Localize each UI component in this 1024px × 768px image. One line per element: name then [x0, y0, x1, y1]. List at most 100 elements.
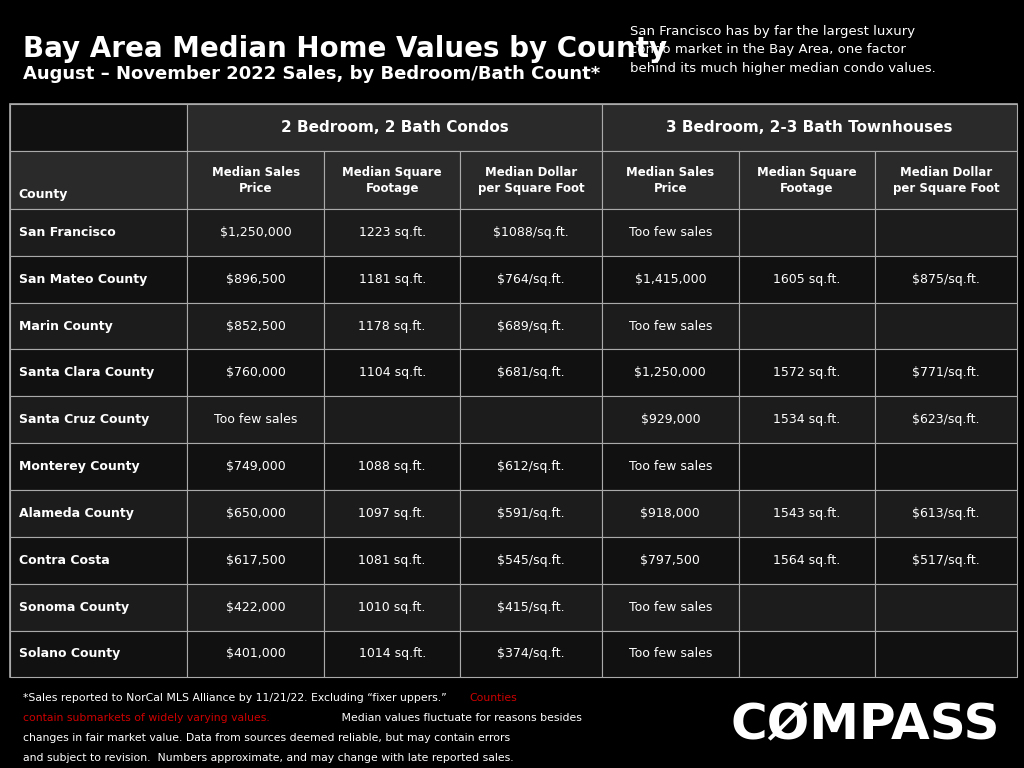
Bar: [324, 209, 461, 256]
Bar: [187, 584, 324, 631]
Bar: [602, 104, 1017, 151]
Bar: [324, 631, 461, 677]
Text: 2 Bedroom, 2 Bath Condos: 2 Bedroom, 2 Bath Condos: [281, 120, 509, 135]
Bar: [602, 349, 738, 396]
Bar: [187, 209, 324, 256]
Bar: [461, 396, 602, 443]
Bar: [10, 209, 187, 256]
Bar: [876, 537, 1017, 584]
Text: Contra Costa: Contra Costa: [19, 554, 111, 567]
Bar: [461, 349, 602, 396]
Text: 1572 sq.ft.: 1572 sq.ft.: [773, 366, 841, 379]
Text: Median Dollar
per Square Foot: Median Dollar per Square Foot: [893, 166, 999, 194]
Bar: [602, 537, 738, 584]
Bar: [602, 631, 738, 677]
Bar: [187, 443, 324, 490]
Bar: [876, 396, 1017, 443]
Text: 1010 sq.ft.: 1010 sq.ft.: [358, 601, 426, 614]
Bar: [738, 537, 876, 584]
Bar: [602, 443, 738, 490]
Text: 1543 sq.ft.: 1543 sq.ft.: [773, 507, 841, 520]
Bar: [461, 303, 602, 349]
Text: $545/sq.ft.: $545/sq.ft.: [498, 554, 565, 567]
Bar: [738, 490, 876, 537]
Text: $760,000: $760,000: [225, 366, 286, 379]
Text: Counties: Counties: [469, 693, 517, 703]
Bar: [602, 396, 738, 443]
Bar: [10, 151, 187, 209]
Bar: [187, 396, 324, 443]
Text: 1014 sq.ft.: 1014 sq.ft.: [358, 647, 426, 660]
Text: Too few sales: Too few sales: [629, 460, 712, 473]
Bar: [10, 303, 187, 349]
Bar: [602, 151, 738, 209]
Bar: [876, 631, 1017, 677]
Bar: [876, 349, 1017, 396]
Bar: [461, 584, 602, 631]
Bar: [876, 151, 1017, 209]
Text: *Sales reported to NorCal MLS Alliance by 11/21/22. Excluding “fixer uppers.”: *Sales reported to NorCal MLS Alliance b…: [23, 693, 450, 703]
Text: $1088/sq.ft.: $1088/sq.ft.: [494, 226, 569, 239]
Text: $623/sq.ft.: $623/sq.ft.: [912, 413, 980, 426]
Bar: [602, 256, 738, 303]
Text: $591/sq.ft.: $591/sq.ft.: [498, 507, 565, 520]
Bar: [10, 584, 187, 631]
Text: $771/sq.ft.: $771/sq.ft.: [912, 366, 980, 379]
Text: $401,000: $401,000: [225, 647, 286, 660]
Bar: [461, 537, 602, 584]
Text: $415/sq.ft.: $415/sq.ft.: [498, 601, 565, 614]
Text: $613/sq.ft.: $613/sq.ft.: [912, 507, 980, 520]
Bar: [187, 537, 324, 584]
Text: 1104 sq.ft.: 1104 sq.ft.: [358, 366, 426, 379]
Text: $422,000: $422,000: [225, 601, 286, 614]
Text: Alameda County: Alameda County: [19, 507, 134, 520]
Text: Sonoma County: Sonoma County: [19, 601, 130, 614]
Text: changes in fair market value. Data from sources deemed reliable, but may contain: changes in fair market value. Data from …: [23, 733, 510, 743]
Text: Too few sales: Too few sales: [214, 413, 297, 426]
Bar: [187, 256, 324, 303]
Text: $875/sq.ft.: $875/sq.ft.: [912, 273, 980, 286]
Bar: [461, 209, 602, 256]
Text: San Francisco has by far the largest luxury
condo market in the Bay Area, one fa: San Francisco has by far the largest lux…: [630, 25, 936, 74]
Text: $650,000: $650,000: [225, 507, 286, 520]
Text: 1534 sq.ft.: 1534 sq.ft.: [773, 413, 841, 426]
Bar: [738, 396, 876, 443]
Bar: [10, 537, 187, 584]
Text: 1097 sq.ft.: 1097 sq.ft.: [358, 507, 426, 520]
Text: Too few sales: Too few sales: [629, 319, 712, 333]
Text: Too few sales: Too few sales: [629, 647, 712, 660]
Text: $797,500: $797,500: [640, 554, 700, 567]
Text: Solano County: Solano County: [19, 647, 121, 660]
Text: $1,250,000: $1,250,000: [220, 226, 292, 239]
Bar: [324, 349, 461, 396]
Text: $929,000: $929,000: [641, 413, 700, 426]
Bar: [324, 256, 461, 303]
Text: Santa Clara County: Santa Clara County: [19, 366, 155, 379]
Text: and subject to revision.  Numbers approximate, and may change with late reported: and subject to revision. Numbers approxi…: [23, 753, 513, 763]
Text: Median Sales
Price: Median Sales Price: [627, 166, 715, 194]
Bar: [876, 490, 1017, 537]
Bar: [461, 151, 602, 209]
Bar: [461, 631, 602, 677]
Text: Monterey County: Monterey County: [19, 460, 140, 473]
Text: San Francisco: San Francisco: [19, 226, 116, 239]
Text: $612/sq.ft.: $612/sq.ft.: [498, 460, 565, 473]
Text: $749,000: $749,000: [225, 460, 286, 473]
Bar: [187, 303, 324, 349]
Text: Median Dollar
per Square Foot: Median Dollar per Square Foot: [478, 166, 585, 194]
Text: 1564 sq.ft.: 1564 sq.ft.: [773, 554, 841, 567]
Bar: [187, 349, 324, 396]
Bar: [187, 104, 602, 151]
Bar: [602, 303, 738, 349]
Bar: [738, 256, 876, 303]
Text: $374/sq.ft.: $374/sq.ft.: [498, 647, 565, 660]
Text: 1178 sq.ft.: 1178 sq.ft.: [358, 319, 426, 333]
Bar: [738, 151, 876, 209]
Text: $617,500: $617,500: [225, 554, 286, 567]
Text: 1081 sq.ft.: 1081 sq.ft.: [358, 554, 426, 567]
Bar: [324, 396, 461, 443]
Text: 1605 sq.ft.: 1605 sq.ft.: [773, 273, 841, 286]
Bar: [602, 209, 738, 256]
Text: 1223 sq.ft.: 1223 sq.ft.: [358, 226, 426, 239]
Text: $852,500: $852,500: [225, 319, 286, 333]
